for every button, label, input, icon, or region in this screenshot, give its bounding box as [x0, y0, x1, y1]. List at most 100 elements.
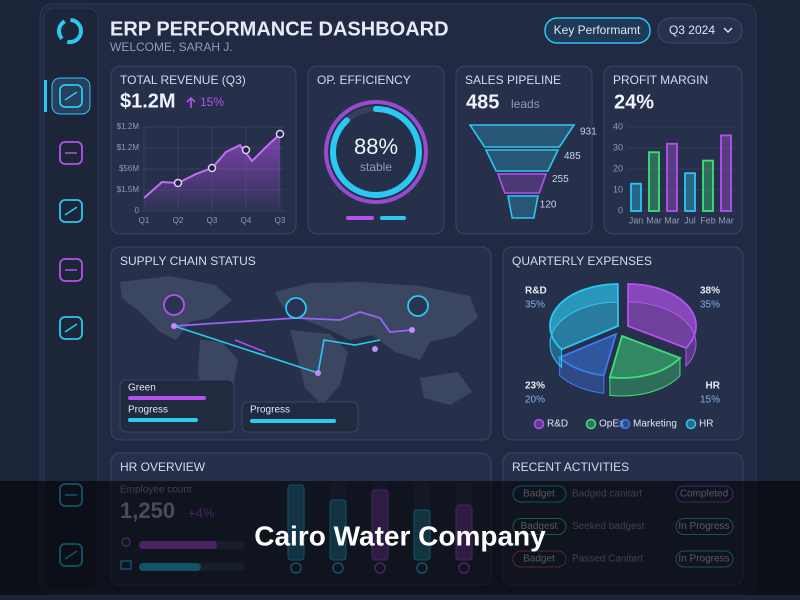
card-title: PROFIT MARGIN — [613, 73, 708, 87]
y-tick-label: 20 — [613, 163, 623, 173]
ring-outer — [324, 100, 428, 204]
x-tick-label: Mar — [664, 215, 680, 225]
pie-top — [557, 332, 618, 377]
map-node — [372, 346, 378, 352]
map-node — [409, 327, 415, 333]
bar — [684, 172, 696, 212]
y-tick-label: 10 — [613, 184, 623, 194]
period-dropdown[interactable] — [657, 17, 743, 44]
card-title: SALES PIPELINE — [465, 73, 561, 87]
nav-icon[interactable] — [59, 199, 83, 223]
nav-icon[interactable] — [59, 84, 83, 108]
legend-swatch — [585, 418, 597, 430]
callout-label: 38% — [700, 286, 720, 297]
card-title: RECENT ACTIVITIES — [512, 460, 629, 474]
map-land — [420, 372, 472, 405]
callout-label: R&D — [525, 286, 547, 297]
route — [173, 311, 413, 333]
callout-value: 20% — [525, 395, 545, 406]
pie-slice — [557, 332, 618, 394]
kpi-value: $1.2M — [120, 90, 176, 112]
revenue-point — [275, 129, 285, 139]
legend-label: Green — [128, 383, 156, 394]
axis-label: Q3 — [275, 216, 286, 225]
nav-icon-detail — [64, 206, 78, 216]
nav-icon-detail — [64, 91, 78, 101]
bar — [720, 134, 732, 212]
legend-swatch — [685, 418, 697, 430]
card-title: SUPPLY CHAIN STATUS — [120, 254, 256, 268]
card-title: QUARTERLY EXPENSES — [512, 254, 652, 268]
funnel-label: 931 — [580, 127, 597, 138]
card-title: OP. EFFICIENCY — [317, 73, 411, 87]
pie-top — [608, 334, 682, 379]
x-tick-label: Mar — [646, 215, 662, 225]
map-pin — [407, 295, 429, 317]
title: ERP PERFORMANCE DASHBOARD — [110, 18, 449, 40]
callout-value: 35% — [700, 300, 720, 311]
legend-label: R&D — [547, 419, 568, 430]
card-title: HR OVERVIEW — [120, 460, 206, 474]
funnel-stage — [496, 173, 548, 194]
subtitle: WELCOME, SARAH J. — [110, 40, 233, 54]
legend-box — [241, 401, 359, 433]
funnel-stage — [484, 149, 560, 172]
funnel-label: 120 — [540, 200, 557, 211]
callout-value: 35% — [525, 300, 545, 311]
button-label: Key Performamt — [554, 23, 641, 37]
x-tick-label: Feb — [700, 215, 716, 225]
axis-label: $56M — [119, 164, 139, 173]
axis-label: Q4 — [241, 216, 252, 225]
map-pin — [163, 294, 185, 316]
kpi-button[interactable] — [544, 17, 651, 44]
legend-label: OpEx — [599, 419, 624, 430]
axis-label: $1.2M — [117, 122, 140, 131]
callout-label: 23% — [525, 381, 545, 392]
dropdown-label: Q3 2024 — [669, 23, 715, 37]
nav-icon[interactable] — [59, 316, 83, 340]
logo — [57, 18, 83, 44]
bar — [702, 159, 714, 212]
indicator — [346, 216, 374, 220]
kpi-value: 24% — [614, 91, 654, 113]
caption: Cairo Water Company — [254, 520, 546, 551]
ring-value — [330, 106, 422, 198]
revenue-point — [241, 145, 251, 155]
progress — [128, 418, 198, 422]
funnel-label: 485 — [564, 151, 581, 162]
bar — [666, 142, 678, 212]
revenue-line — [143, 133, 281, 199]
y-tick-label: 40 — [613, 121, 623, 131]
kpi-unit: leads — [511, 97, 540, 111]
axis-label: Q1 — [139, 216, 150, 225]
card — [307, 65, 445, 235]
x-tick-label: Jul — [684, 215, 696, 225]
route — [234, 339, 266, 353]
axis-label: 0 — [135, 206, 140, 215]
axis-label: $1.5M — [117, 185, 140, 194]
legend-swatch — [533, 418, 545, 430]
bar — [648, 151, 660, 212]
axis-label: Q3 — [207, 216, 218, 225]
revenue-point — [173, 178, 183, 188]
callout-label: HR — [706, 381, 721, 392]
nav-icon[interactable] — [59, 141, 83, 165]
nav-indicator — [44, 80, 47, 112]
legend-label: HR — [699, 419, 713, 430]
funnel-label: 255 — [552, 174, 569, 185]
pie-slice — [627, 283, 697, 368]
axis-label: Q2 — [173, 216, 184, 225]
caption-band — [0, 481, 800, 595]
card — [603, 65, 743, 235]
pie-slice — [549, 283, 619, 369]
x-tick-label: Jan — [629, 215, 644, 225]
pie-slice — [608, 334, 682, 397]
nav-icon-detail — [64, 323, 78, 333]
callout-value: 15% — [700, 395, 720, 406]
route — [173, 325, 381, 375]
x-tick-label: Mar — [718, 215, 734, 225]
nav-icon[interactable] — [59, 258, 83, 282]
bar — [630, 182, 642, 212]
map-node — [315, 370, 321, 376]
card-title: TOTAL REVENUE (Q3) — [120, 73, 246, 87]
